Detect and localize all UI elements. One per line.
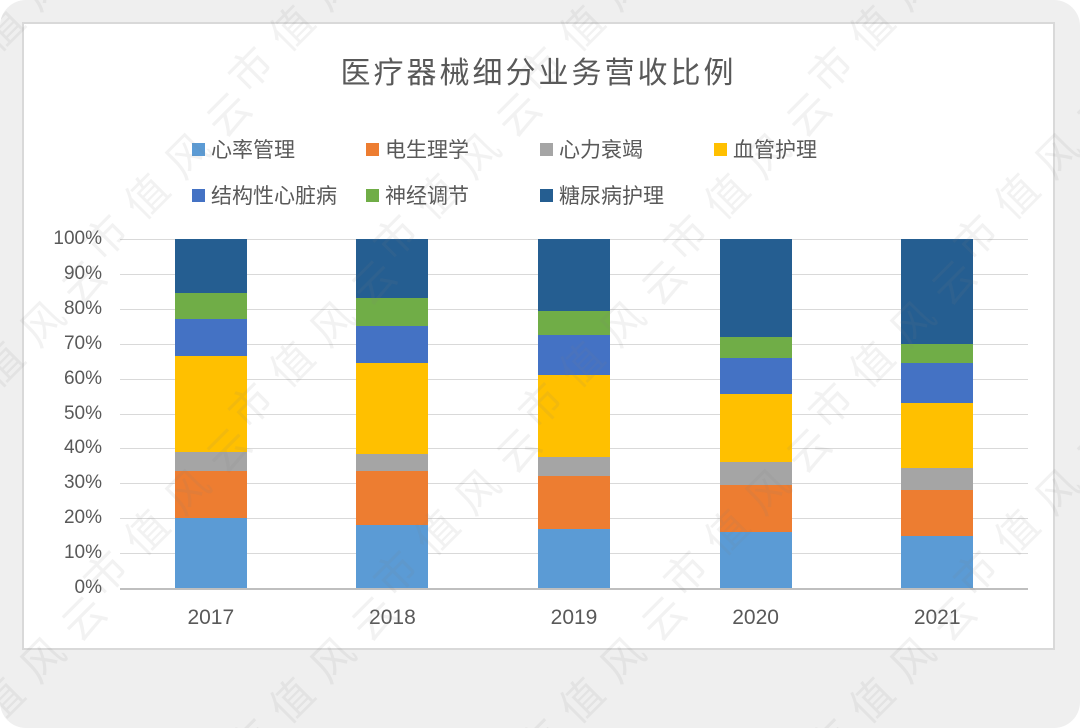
chart-title: 医疗器械细分业务营收比例: [340, 57, 737, 90]
bar-segment: [901, 403, 974, 468]
x-axis-tick-label: 2019: [550, 606, 598, 629]
bar-segment: [356, 298, 429, 327]
bar-segment: [356, 239, 429, 299]
legend-item: 血管护理: [714, 134, 888, 164]
x-axis-tick-label: 2018: [369, 606, 416, 629]
chart-legend: 心率管理 电生理学 心力衰竭 血管护理结构性心脏病 神经调节 糖尿病护理: [192, 126, 888, 218]
bar-segment: [174, 293, 247, 320]
y-axis-tick-label: 20%: [63, 507, 102, 529]
legend-item: 结构性心脏病: [192, 180, 366, 210]
x-axis-line: [120, 588, 1028, 590]
bar-segment: [174, 471, 247, 519]
bar-segment: [538, 528, 610, 588]
bar-segment: [901, 362, 974, 404]
y-axis-tick-label: 10%: [63, 542, 102, 564]
legend-label: 糖尿病护理: [559, 185, 664, 208]
bar-segment: [538, 457, 610, 477]
bar-segment: [356, 326, 429, 363]
y-axis-tick-label: 100%: [53, 228, 102, 249]
bar-segment: [901, 467, 974, 491]
legend-item: 糖尿病护理: [540, 180, 714, 210]
bar-segment: [538, 375, 610, 458]
y-axis-tick-label: 90%: [63, 262, 102, 284]
y-axis-tick-label: 60%: [63, 367, 102, 389]
x-axis-tick-label: 2020: [732, 606, 779, 629]
legend-item: 神经调节: [366, 180, 540, 210]
bar-segment: [901, 239, 974, 344]
footer-bar: 市值 风云: [0, 650, 1080, 728]
bar-segment: [719, 336, 792, 358]
legend-label: 神经调节: [385, 185, 469, 208]
legend-swatch-icon: [366, 142, 379, 156]
legend-label: 血管护理: [733, 139, 817, 162]
bar-segment: [538, 334, 610, 376]
y-axis-tick-label: 80%: [63, 297, 102, 319]
y-axis-tick-label: 40%: [63, 437, 102, 459]
legend-label: 心率管理: [211, 139, 295, 162]
legend-row: 结构性心脏病 神经调节 糖尿病护理: [192, 172, 888, 218]
x-axis-tick-label: 2017: [187, 606, 235, 629]
y-axis-tick-label: 70%: [63, 332, 102, 354]
legend-swatch-icon: [540, 188, 553, 202]
bar-segment: [174, 518, 247, 588]
bar-segment: [356, 471, 429, 526]
y-axis-tick-label: 50%: [63, 402, 102, 424]
legend-label: 心力衰竭: [559, 139, 643, 162]
bar-segment: [719, 394, 792, 463]
legend-item: 电生理学: [366, 134, 540, 164]
bar-segment: [174, 239, 247, 294]
bar-segment: [356, 453, 429, 472]
y-axis-tick-label: 0%: [74, 577, 102, 598]
bar-segment: [719, 532, 792, 588]
bar-segment: [174, 319, 247, 356]
legend-label: 电生理学: [385, 139, 469, 162]
y-axis-tick-label: 30%: [63, 472, 102, 494]
bar-segment: [719, 357, 792, 395]
bar-segment: [174, 451, 247, 472]
bar-segment: [356, 525, 429, 588]
bar-segment: [719, 239, 792, 337]
bar-segment: [719, 485, 792, 533]
legend-swatch-icon: [366, 188, 379, 202]
bar-segment: [356, 362, 429, 454]
bar-segment: [719, 462, 792, 486]
bar-segment: [174, 355, 247, 452]
bar-segment: [901, 490, 974, 536]
x-axis-tick-label: 2021: [913, 606, 961, 629]
legend-swatch-icon: [540, 142, 553, 156]
bar-segment: [901, 535, 974, 588]
legend-item: 心力衰竭: [540, 134, 714, 164]
chart-card: 医疗器械细分业务营收比例 心率管理 电生理学 心力衰竭 血管护理结构性心脏病 神经调节 糖…: [22, 22, 1055, 650]
legend-item: 心率管理: [192, 134, 366, 164]
legend-label: 结构性心脏病: [211, 185, 337, 208]
legend-swatch-icon: [192, 188, 205, 202]
bar-segment: [538, 239, 610, 311]
bar-segment: [538, 310, 610, 335]
legend-swatch-icon: [192, 142, 205, 156]
stacked-bar-chart: 0% 10% 20% 30% 40% 50% 60% 70% 80% 90% 100% 2017 201…: [24, 24, 1053, 648]
legend-swatch-icon: [714, 142, 727, 156]
bar-segment: [901, 343, 974, 363]
bar-segment: [538, 476, 610, 529]
legend-row: 心率管理 电生理学 心力衰竭 血管护理: [192, 126, 888, 172]
